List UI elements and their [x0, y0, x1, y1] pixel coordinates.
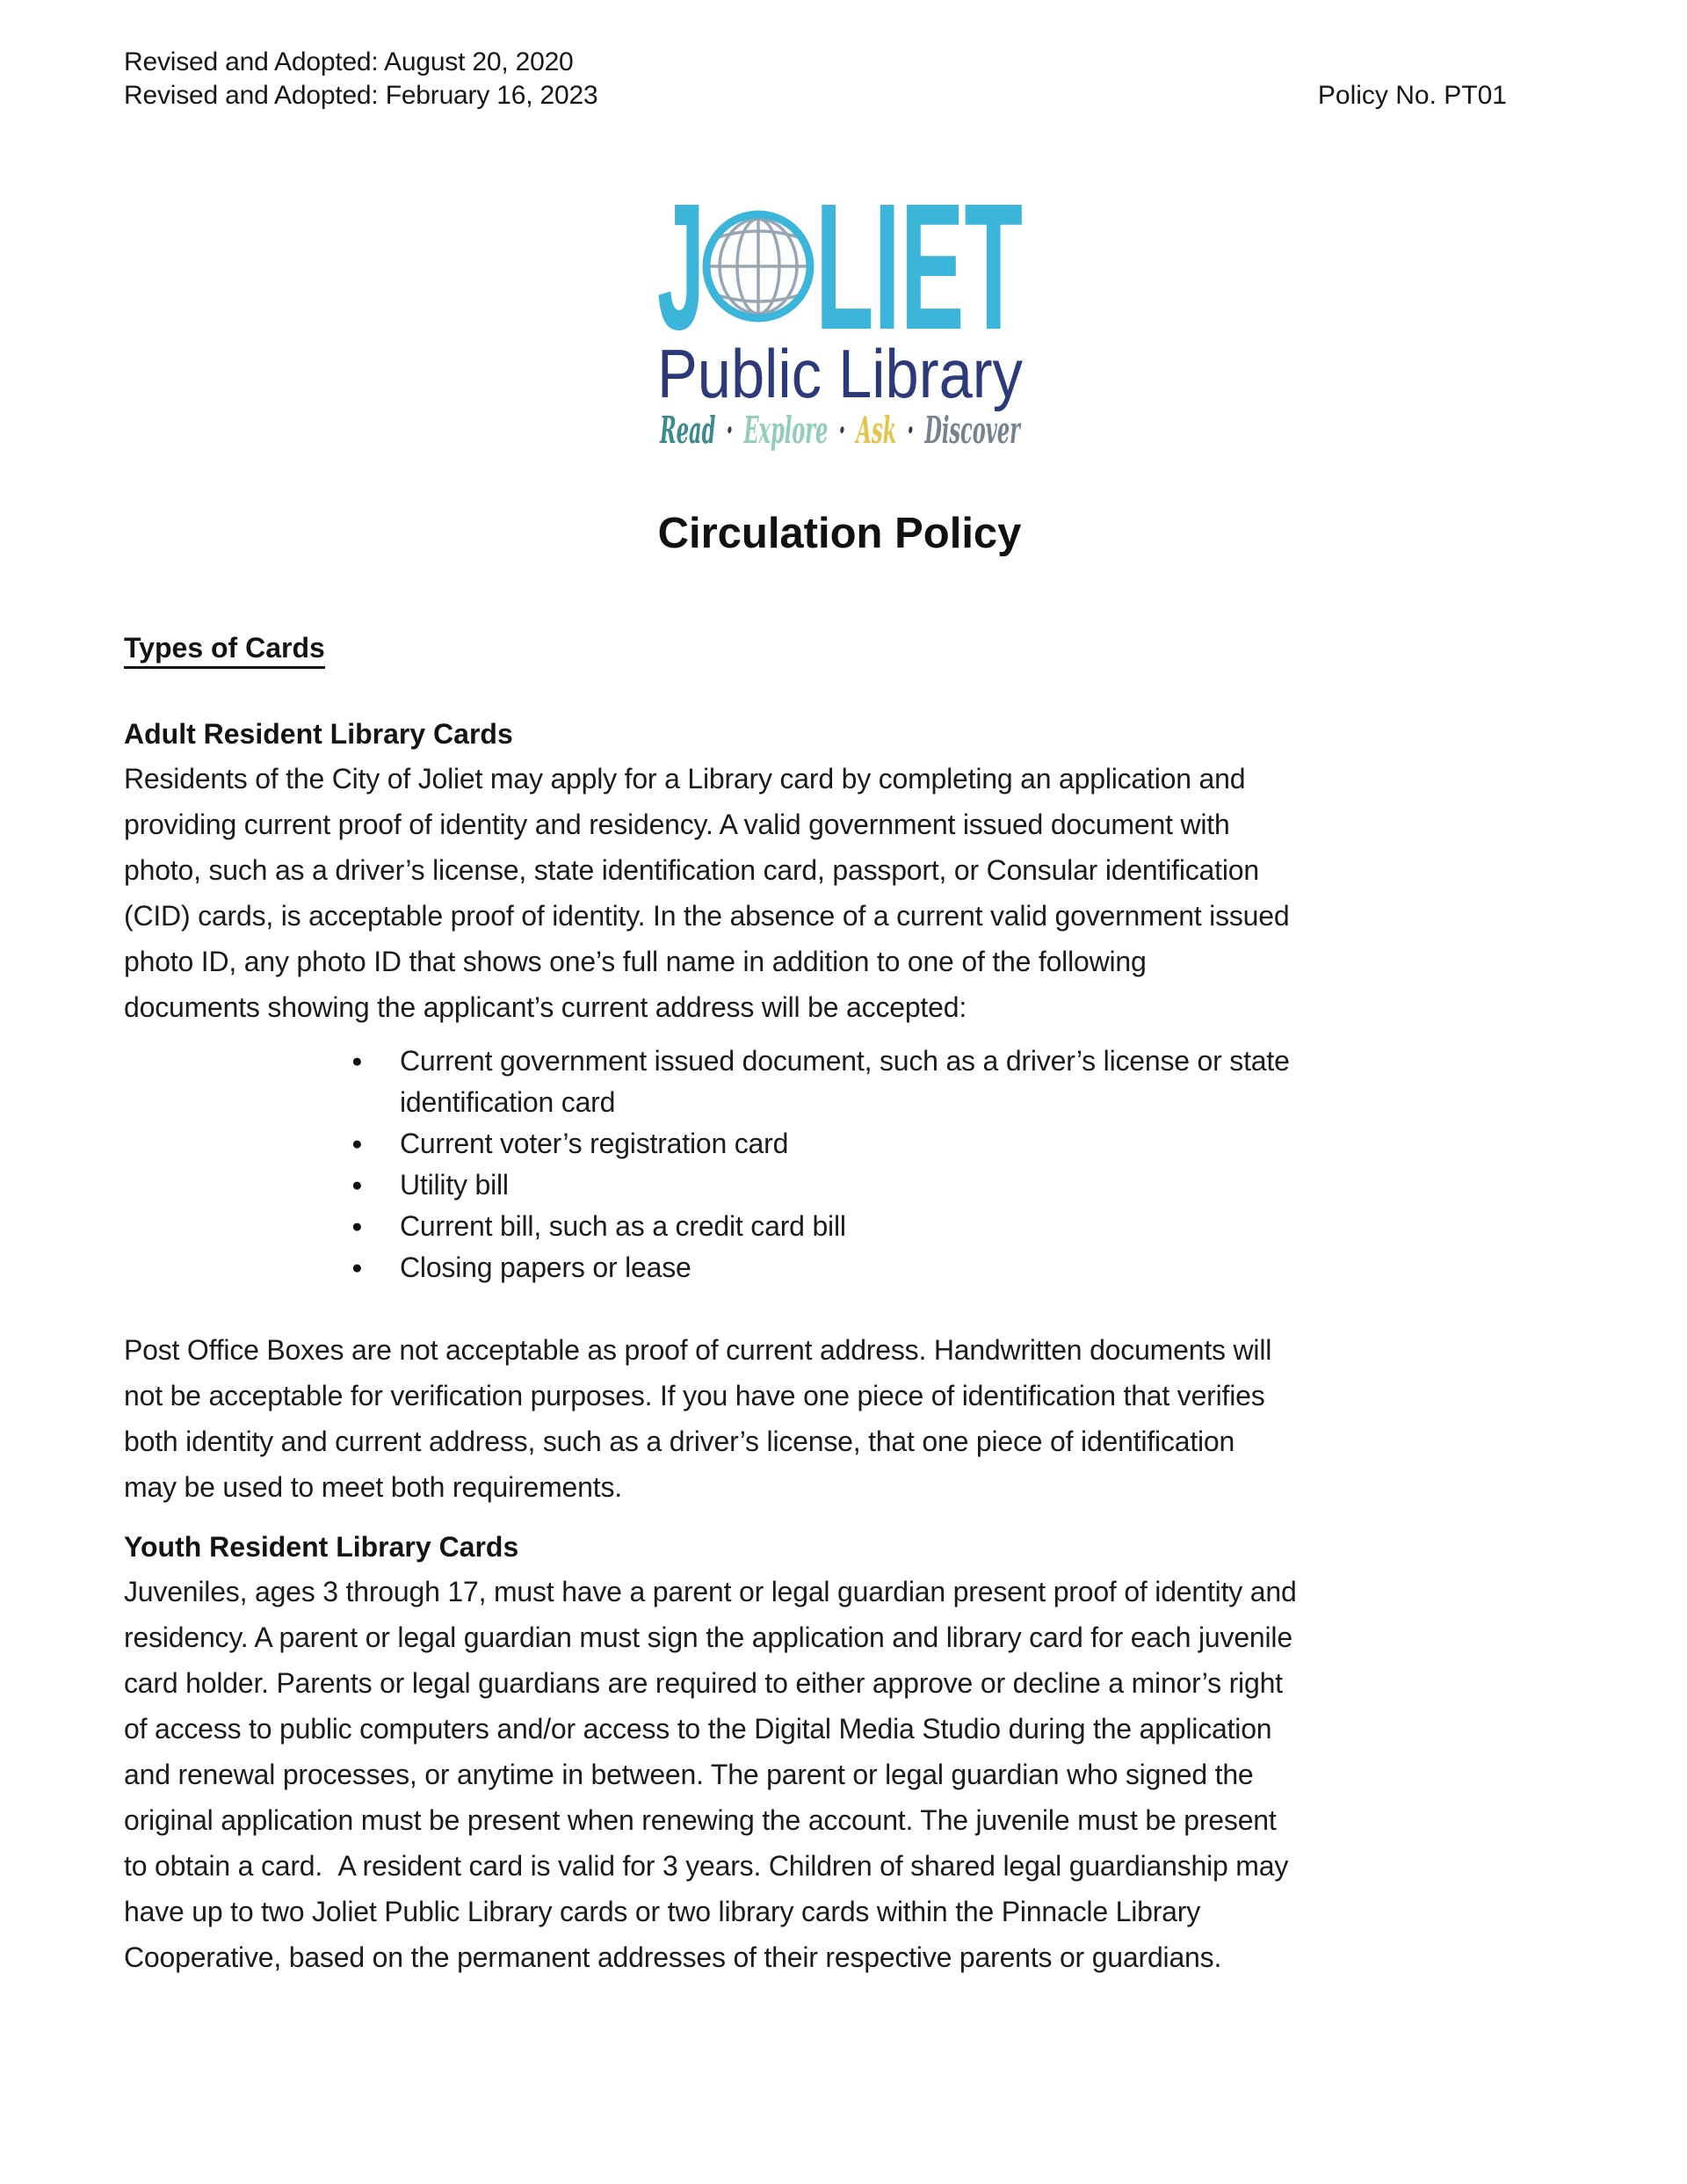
- adult-cards-paragraph: Residents of the City of Joliet may appl…: [124, 763, 1290, 1023]
- tagline-word-discover: Discover: [923, 409, 1021, 452]
- tagline-word-explore: Explore: [742, 409, 828, 452]
- logo-word-end: LIET: [815, 197, 1023, 367]
- bullet-item: Current government issued document, such…: [124, 1041, 1555, 1123]
- tagline-word-ask: Ask: [854, 409, 896, 452]
- tagline-dot: ·: [726, 409, 733, 452]
- section-heading-text: Types of Cards: [124, 634, 325, 669]
- youth-cards-heading: Youth Resident Library Cards: [124, 1531, 519, 1563]
- document-header: Revised and Adopted: August 20, 2020 Revi…: [124, 46, 1555, 112]
- revision-dates: Revised and Adopted: August 20, 2020 Revi…: [124, 47, 598, 110]
- po-box-paragraph: Post Office Boxes are not acceptable as …: [124, 1334, 1272, 1503]
- logo-subtitle: Public Library: [657, 335, 1023, 412]
- globe-icon: [702, 210, 814, 323]
- logo-container: J LIET Public Library Read · Explore ·: [124, 197, 1555, 458]
- tagline-word-read: Read: [659, 409, 715, 452]
- accepted-documents-list: Current government issued document, such…: [124, 1041, 1555, 1288]
- logo-word-start: J: [657, 197, 705, 367]
- adult-cards-heading: Adult Resident Library Cards: [124, 718, 513, 750]
- page-title: Circulation Policy: [657, 510, 1022, 557]
- policy-number: Policy No. PT01: [1317, 81, 1507, 110]
- bullet-item: Current bill, such as a credit card bill: [124, 1206, 1555, 1247]
- library-logo: J LIET Public Library Read · Explore ·: [657, 197, 1023, 452]
- bullet-item: Current voter’s registration card: [124, 1123, 1555, 1165]
- section-heading-types-of-cards: Types of Cards: [124, 634, 1555, 669]
- youth-cards-paragraph: Juveniles, ages 3 through 17, must have …: [124, 1576, 1297, 1973]
- tagline-dot: ·: [838, 409, 845, 452]
- tagline-dot: ·: [907, 409, 914, 452]
- bullet-item: Closing papers or lease: [124, 1247, 1555, 1288]
- bullet-item: Utility bill: [124, 1165, 1555, 1206]
- logo-tagline: Read · Explore · Ask · Discover: [659, 409, 1021, 452]
